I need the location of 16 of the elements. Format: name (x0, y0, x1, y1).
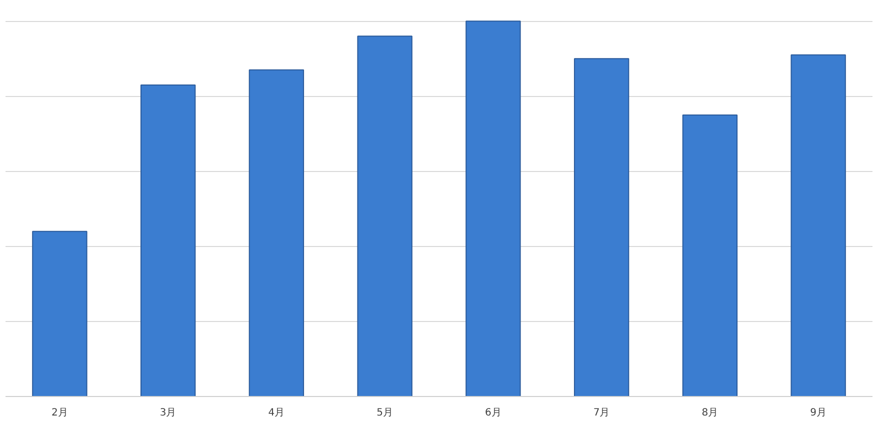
x-tick-label: 4月 (268, 408, 285, 418)
x-tick-label: 5月 (376, 408, 394, 418)
bar (790, 54, 846, 396)
bar (574, 58, 630, 396)
x-tick-label: 3月 (160, 408, 176, 418)
bar (682, 114, 738, 396)
x-tick-label: 6月 (485, 408, 502, 418)
x-tick-label: 7月 (593, 408, 610, 418)
bar (140, 84, 196, 396)
x-tick-label: 9月 (810, 408, 827, 418)
x-tick-label: 8月 (702, 408, 718, 418)
bar (248, 69, 304, 396)
x-tick-label: 2月 (52, 408, 68, 418)
bar (32, 230, 88, 396)
bar (466, 20, 521, 396)
bar (357, 36, 412, 396)
